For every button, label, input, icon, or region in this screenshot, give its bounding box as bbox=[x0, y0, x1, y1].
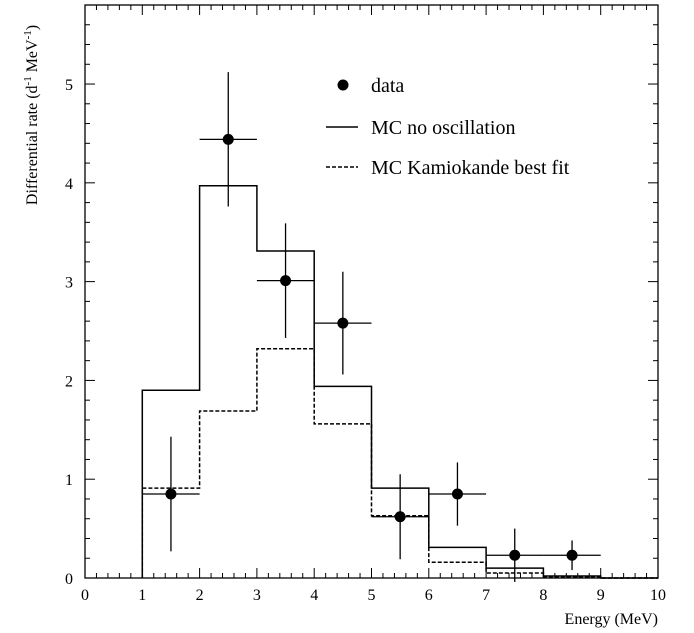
y-axis-ticks bbox=[85, 4, 658, 579]
y-tick-label: 3 bbox=[65, 275, 73, 292]
y-tick-label: 4 bbox=[65, 176, 73, 193]
x-tick-label: 2 bbox=[196, 587, 204, 604]
data-points bbox=[142, 72, 601, 582]
y-tick-label: 1 bbox=[65, 472, 73, 489]
y-axis-label-sup2: -1 bbox=[22, 30, 34, 39]
y-axis-label: Differential rate (d-1 MeV-1) bbox=[22, 25, 41, 205]
data-marker bbox=[222, 133, 234, 145]
data-point bbox=[142, 436, 200, 552]
data-point bbox=[543, 540, 601, 571]
x-tick-label: 4 bbox=[310, 587, 318, 604]
data-point bbox=[256, 223, 315, 338]
data-marker bbox=[566, 549, 578, 561]
y-axis-label-sup1: -1 bbox=[22, 76, 34, 85]
data-marker bbox=[337, 317, 349, 329]
data-point bbox=[428, 462, 487, 526]
x-tick-label: 10 bbox=[650, 587, 666, 604]
x-tick-label: 6 bbox=[425, 587, 433, 604]
data-marker bbox=[509, 549, 521, 561]
data-marker bbox=[451, 488, 463, 500]
y-axis-label-end: ) bbox=[24, 25, 41, 30]
y-axis-label-mid: MeV bbox=[24, 39, 41, 76]
x-axis-label: Energy (MeV) bbox=[565, 611, 658, 628]
data-marker bbox=[280, 275, 292, 287]
data-point bbox=[486, 528, 544, 582]
x-axis-ticks bbox=[84, 5, 659, 578]
legend-entry-data: data bbox=[371, 75, 404, 97]
y-tick-label: 2 bbox=[65, 373, 73, 390]
x-tick-label: 5 bbox=[368, 587, 376, 604]
y-axis-tick-labels: 0 1 2 3 4 5 bbox=[65, 77, 73, 588]
data-marker bbox=[394, 511, 406, 523]
legend: data MC no oscillation MC Kamiokande bes… bbox=[326, 75, 570, 179]
legend-data-marker bbox=[337, 79, 349, 91]
y-axis-label-main: Differential rate (d bbox=[24, 85, 41, 205]
x-tick-label: 9 bbox=[597, 587, 605, 604]
data-point bbox=[199, 72, 257, 207]
x-tick-label: 7 bbox=[482, 587, 490, 604]
legend-entry-mc-no-osc: MC no oscillation bbox=[371, 117, 515, 139]
x-tick-label: 8 bbox=[539, 587, 547, 604]
x-tick-label: 1 bbox=[138, 587, 146, 604]
data-marker bbox=[165, 488, 177, 500]
y-tick-label: 0 bbox=[65, 571, 73, 588]
histogram-mc-kamiokande bbox=[141, 348, 658, 579]
x-tick-label: 3 bbox=[253, 587, 261, 604]
legend-entry-mc-kamiokande: MC Kamiokande best fit bbox=[371, 157, 570, 179]
x-tick-label: 0 bbox=[81, 587, 89, 604]
histogram-series bbox=[141, 185, 658, 579]
data-point bbox=[371, 474, 429, 560]
x-axis-tick-labels: 0 1 2 3 4 5 6 7 8 9 10 bbox=[81, 587, 666, 604]
y-tick-label: 5 bbox=[65, 77, 73, 94]
data-point bbox=[314, 271, 372, 375]
